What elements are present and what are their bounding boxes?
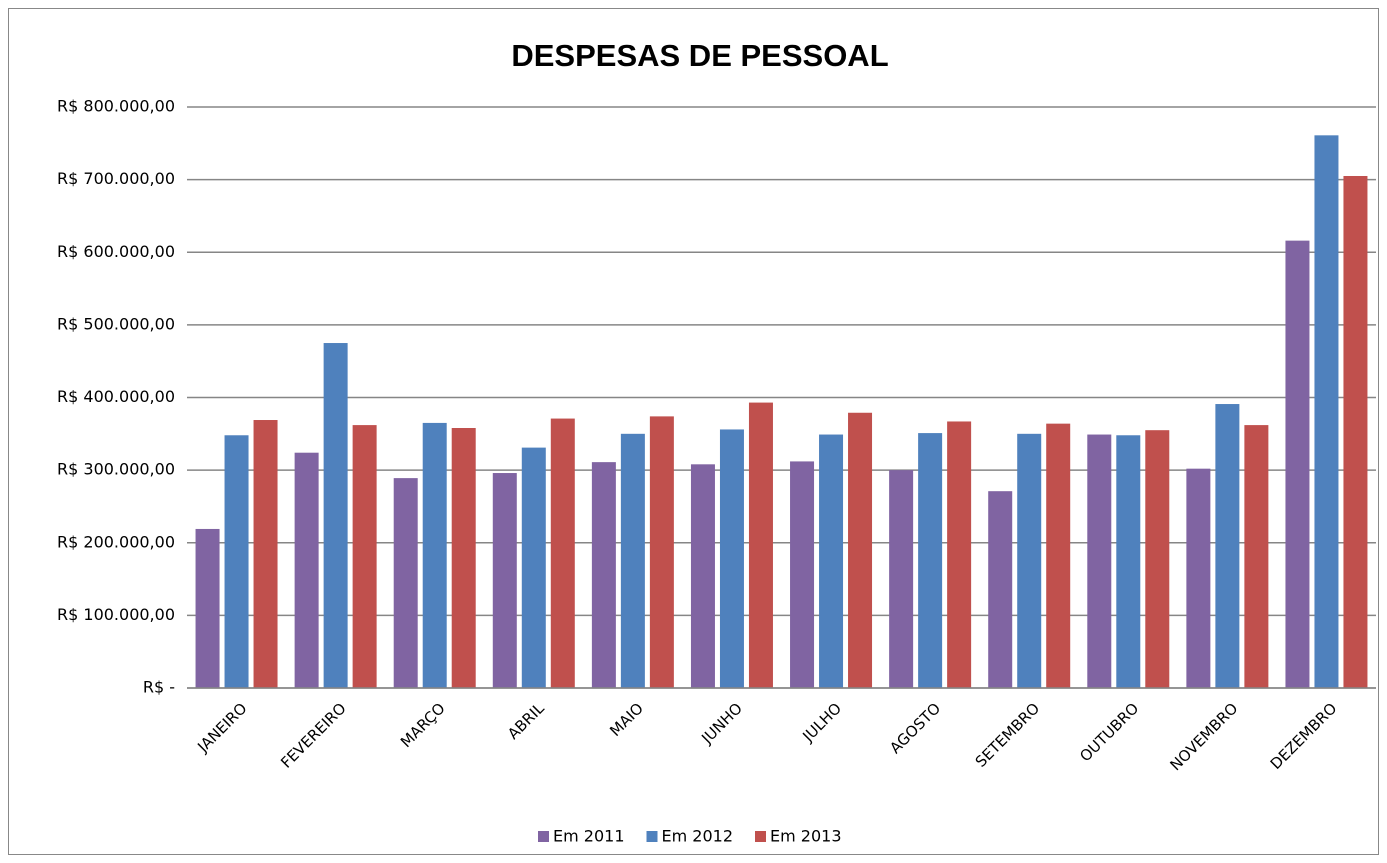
- bar: [352, 425, 377, 688]
- bar: [1186, 468, 1211, 688]
- legend-swatch: [538, 831, 549, 842]
- bar: [323, 343, 348, 688]
- legend-label: Em 2011: [553, 827, 625, 846]
- bar: [1046, 423, 1071, 688]
- bar: [1244, 425, 1269, 688]
- bar: [988, 491, 1013, 688]
- bar: [1017, 433, 1042, 688]
- y-tick-label: R$ -: [143, 678, 175, 697]
- bar: [253, 420, 278, 688]
- bar: [492, 473, 517, 688]
- bar: [550, 418, 575, 688]
- bar: [521, 447, 546, 688]
- chart-title: DESPESAS DE PESSOAL: [511, 38, 888, 73]
- legend-swatch: [755, 831, 766, 842]
- y-tick-label: R$ 300.000,00: [57, 460, 175, 479]
- y-tick-label: R$ 600.000,00: [57, 242, 175, 261]
- bar: [918, 433, 943, 688]
- bar: [195, 528, 220, 688]
- bar: [591, 462, 616, 688]
- bar: [1145, 430, 1170, 688]
- bar: [649, 416, 674, 688]
- bar: [224, 435, 249, 688]
- bar: [1087, 434, 1112, 688]
- bar: [620, 433, 645, 688]
- y-tick-label: R$ 700.000,00: [57, 169, 175, 188]
- y-tick-label: R$ 200.000,00: [57, 532, 175, 551]
- y-tick-label: R$ 100.000,00: [57, 605, 175, 624]
- bar: [848, 412, 873, 688]
- y-tick-label: R$ 500.000,00: [57, 314, 175, 333]
- bar: [294, 452, 319, 688]
- bar: [748, 402, 773, 688]
- bar: [393, 478, 418, 688]
- bar: [719, 429, 744, 688]
- legend-swatch: [646, 831, 658, 842]
- bar: [451, 428, 476, 688]
- bar: [690, 464, 715, 688]
- bar: [819, 434, 844, 688]
- bar: [1116, 435, 1141, 688]
- legend-label: Em 2013: [770, 827, 842, 846]
- y-tick-label: R$ 400.000,00: [57, 387, 175, 406]
- bar: [1314, 135, 1339, 689]
- bar: [947, 421, 972, 688]
- bar: [1285, 240, 1310, 688]
- bar: [1215, 404, 1240, 688]
- bar: [422, 422, 447, 688]
- legend-label: Em 2012: [662, 827, 734, 846]
- y-tick-label: R$ 800.000,00: [57, 97, 175, 116]
- bar: [889, 470, 914, 688]
- bar: [1343, 175, 1368, 688]
- bar: [790, 461, 815, 688]
